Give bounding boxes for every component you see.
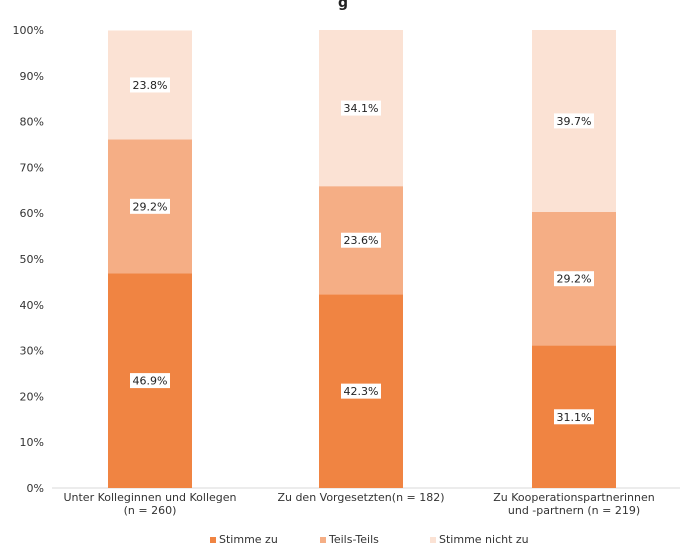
data-label: 46.9%: [133, 375, 168, 388]
y-tick-label: 10%: [20, 436, 44, 449]
legend-label: Stimme nicht zu: [439, 533, 529, 546]
y-tick-label: 60%: [20, 207, 44, 220]
data-label: 31.1%: [557, 411, 592, 424]
y-tick-label: 30%: [20, 345, 44, 358]
y-tick-label: 40%: [20, 299, 44, 312]
data-label-box: [130, 198, 170, 214]
x-category-label: und -partnern (n = 219): [508, 504, 640, 517]
data-label-box: [554, 113, 594, 129]
y-tick-label: 80%: [20, 116, 44, 129]
data-label-box: [341, 383, 381, 399]
y-tick-label: 100%: [13, 24, 44, 37]
data-label: 42.3%: [344, 385, 379, 398]
x-category-label: Zu den Vorgesetzten(n = 182): [277, 491, 444, 504]
data-label-box: [130, 373, 170, 389]
y-tick-label: 20%: [20, 390, 44, 403]
data-label-box: [341, 232, 381, 248]
y-tick-label: 70%: [20, 161, 44, 174]
data-label: 29.2%: [557, 273, 592, 286]
legend-label: Teils-Teils: [328, 533, 379, 546]
x-category-label: Unter Kolleginnen und Kollegen: [63, 491, 236, 504]
data-label-box: [554, 409, 594, 425]
legend-swatch: [430, 537, 436, 543]
data-label-box: [130, 77, 170, 93]
x-category-label: (n = 260): [124, 504, 177, 517]
data-label: 39.7%: [557, 115, 592, 128]
data-label: 34.1%: [344, 102, 379, 115]
data-label: 23.6%: [344, 234, 379, 247]
legend-swatch: [320, 537, 326, 543]
x-category-label: Zu Kooperationspartnerinnen: [493, 491, 655, 504]
legend-swatch: [210, 537, 216, 543]
chart-title: g: [338, 0, 348, 11]
data-label: 29.2%: [133, 200, 168, 213]
legend-label: Stimme zu: [219, 533, 278, 546]
y-tick-label: 50%: [20, 253, 44, 266]
y-tick-label: 90%: [20, 70, 44, 83]
data-label-box: [341, 100, 381, 116]
y-tick-label: 0%: [27, 482, 44, 495]
data-label-box: [554, 271, 594, 287]
data-label: 23.8%: [133, 79, 168, 92]
